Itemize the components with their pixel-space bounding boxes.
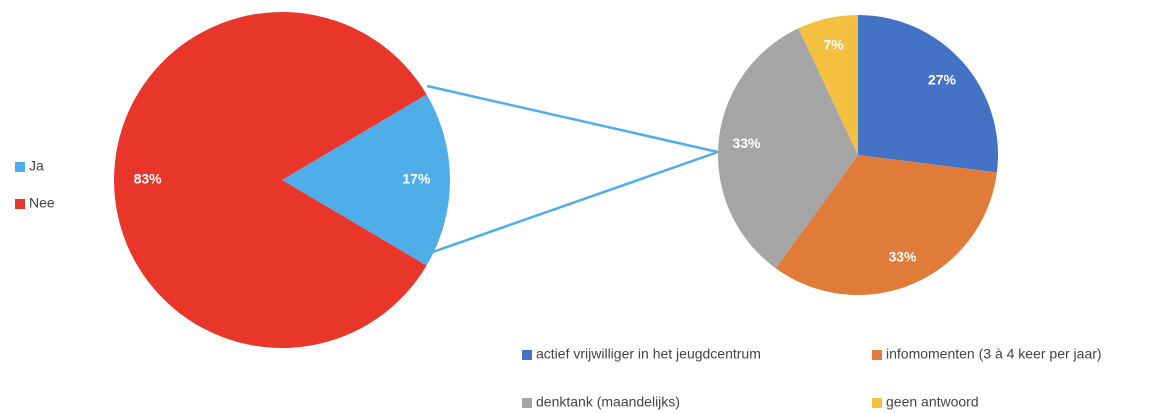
pie-slice: [718, 28, 858, 269]
pie-slice: [282, 94, 450, 266]
legend-label: actief vrijwilliger in het jeugdcentrum: [536, 346, 761, 362]
legend-label: geen antwoord: [886, 394, 979, 410]
legend-swatch: [522, 350, 532, 360]
legend-label: Nee: [29, 195, 55, 211]
data-label: 7%: [823, 36, 844, 52]
data-label: 33%: [888, 248, 917, 264]
data-label: 27%: [928, 72, 957, 88]
pie-slice: [798, 15, 858, 155]
data-label: 33%: [732, 135, 761, 151]
legend-label: infomomenten (3 à 4 keer per jaar): [886, 346, 1102, 362]
connector: [426, 84, 719, 154]
pie-slice: [114, 11, 427, 348]
legend-swatch: [15, 162, 25, 172]
data-label: 83%: [134, 171, 163, 187]
legend-label: Ja: [29, 158, 44, 174]
legend-swatch: [872, 398, 882, 408]
data-label: 17%: [402, 171, 431, 187]
legend-swatch: [15, 199, 25, 209]
legend-label: denktank (maandelijks): [536, 394, 680, 410]
legend-swatch: [872, 350, 882, 360]
connector: [426, 150, 719, 256]
legend-swatch: [522, 398, 532, 408]
pie-slice: [775, 155, 997, 295]
pie-slice: [858, 15, 999, 173]
